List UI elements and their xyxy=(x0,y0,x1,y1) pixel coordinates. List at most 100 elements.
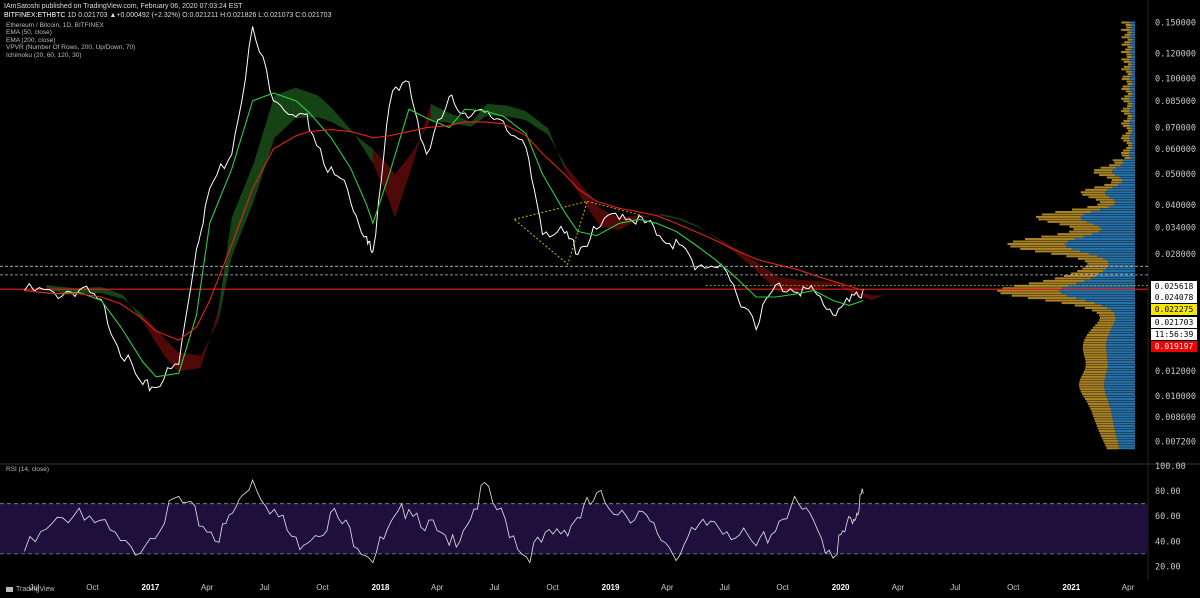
ichimoku-cloud-segment xyxy=(871,295,886,300)
vpvr-bar-down xyxy=(1088,196,1110,199)
vpvr-bar-up xyxy=(1106,267,1135,270)
vpvr-bar-up xyxy=(1131,83,1135,86)
vpvr-bar-down xyxy=(1082,193,1106,196)
vpvr-bar-up xyxy=(1112,415,1135,418)
x-tick-label: Jul xyxy=(950,583,960,592)
x-tick-label: Apr xyxy=(1122,583,1135,592)
ichimoku-cloud-segment xyxy=(353,132,373,164)
vpvr-bar-up xyxy=(1111,412,1135,415)
vpvr-bar-down xyxy=(1123,149,1131,152)
vpvr-bar-down xyxy=(1127,83,1132,86)
vpvr-bar-up xyxy=(1131,105,1135,108)
vpvr-bar-up xyxy=(1110,329,1135,332)
vpvr-bar-down xyxy=(1082,373,1107,376)
y-tick-label: 0.040000 xyxy=(1155,201,1196,211)
vpvr-bar-down xyxy=(1082,267,1107,270)
legend-ichimoku[interactable]: Ichimoku (20, 60, 120, 30) xyxy=(6,51,82,59)
price-tag-countdown: 11:56:39 xyxy=(1151,329,1197,340)
vpvr-bar-up xyxy=(1130,156,1135,159)
ichimoku-cloud-segment xyxy=(178,352,201,372)
vpvr-bar-up xyxy=(1084,279,1135,282)
vpvr-bar-down xyxy=(1063,274,1096,278)
vpvr-bar-down xyxy=(1126,26,1132,29)
vpvr-bar-down xyxy=(1084,338,1108,341)
vpvr-bar-down xyxy=(1121,78,1130,81)
vpvr-bar-up xyxy=(1071,247,1135,250)
vpvr-bar-up xyxy=(1131,102,1135,105)
ichimoku-cloud-segment xyxy=(388,166,395,218)
rsi-legend[interactable]: RSI (14, close) xyxy=(6,466,49,473)
legend-vpvr[interactable]: VPVR (Number Of Rows, 200, Up/Down, 70) xyxy=(6,44,136,52)
author-line: IAmSatoshi published on TradingView.com,… xyxy=(4,3,243,10)
vpvr-bar-up xyxy=(1091,210,1135,214)
vpvr-bar-down xyxy=(1051,252,1089,255)
vpvr-bar-up xyxy=(1122,159,1135,162)
vpvr-bar-down xyxy=(1127,114,1133,118)
x-tick-label: Apr xyxy=(431,583,444,592)
vpvr-bar-down xyxy=(1099,432,1116,435)
vpvr-bar-down xyxy=(1085,188,1108,191)
vpvr-bar-up xyxy=(1111,410,1135,413)
y-tick-label: 0.007200 xyxy=(1155,437,1196,447)
legend-ema200[interactable]: EMA (200, close) xyxy=(6,36,56,44)
vpvr-bar-down xyxy=(1121,151,1130,154)
vpvr-bar-up xyxy=(1106,395,1135,398)
vpvr-bar-up xyxy=(1130,124,1135,127)
vpvr-bar-up xyxy=(1130,60,1135,63)
vpvr-bar-down xyxy=(1099,174,1116,177)
price-tag-white-1: 0.025618 xyxy=(1151,281,1197,292)
vpvr-bar-up xyxy=(1109,331,1135,334)
vpvr-bar-up xyxy=(1059,289,1135,292)
vpvr-bar-up xyxy=(1111,326,1135,329)
ichimoku-cloud-segment xyxy=(755,261,779,292)
ichimoku-cloud-segment xyxy=(564,163,587,207)
vpvr-bar-down xyxy=(1111,178,1123,182)
vpvr-bar-down xyxy=(1121,122,1130,125)
vpvr-bar-down xyxy=(1127,144,1133,147)
x-tick-label: 2019 xyxy=(602,583,620,592)
vpvr-bar-down xyxy=(1082,348,1107,351)
vpvr-bar-down xyxy=(1126,80,1132,83)
vpvr-bar-down xyxy=(1095,198,1114,201)
vpvr-bar-up xyxy=(1129,43,1135,46)
vpvr-bar-up xyxy=(1104,383,1135,386)
vpvr-bar-up xyxy=(1106,341,1135,344)
vpvr-bar-down xyxy=(1087,262,1109,265)
vpvr-bar-up xyxy=(1115,432,1135,435)
legend-title[interactable]: Ethereum / Bitcoin, 1D, BITFINEX xyxy=(6,22,104,29)
vpvr-bar-down xyxy=(1124,156,1131,159)
vpvr-bar-down xyxy=(1096,311,1114,314)
vpvr-bar-down xyxy=(1007,242,1065,246)
vpvr-bar-down xyxy=(1092,309,1112,312)
ichimoku-cloud-segment xyxy=(641,213,661,218)
vpvr-bar-up xyxy=(1129,134,1135,137)
vpvr-bar-up xyxy=(1129,21,1135,24)
vpvr-bar-up xyxy=(1095,274,1135,278)
ichimoku-cloud-segment xyxy=(394,153,412,218)
triangle-extension xyxy=(587,200,643,217)
price-tag-yellow: 0.022275 xyxy=(1151,304,1197,315)
vpvr-bar-up xyxy=(1132,129,1135,132)
vpvr-bar-down xyxy=(1127,38,1133,41)
quote: 1D 0.021703 ▲+0.000492 (+2.32%) O:0.0212… xyxy=(67,12,332,19)
x-tick-label: Apr xyxy=(661,583,674,592)
vpvr-bar-down xyxy=(1079,385,1105,388)
vpvr-bar-up xyxy=(1131,90,1135,93)
vpvr-bar-up xyxy=(1107,368,1135,371)
vpvr-bar-down xyxy=(1127,73,1132,76)
vpvr-bar-up xyxy=(1130,95,1135,98)
y-tick-label: 0.028000 xyxy=(1155,250,1196,260)
ichimoku-cloud-segment xyxy=(411,103,431,169)
vpvr-bar-up xyxy=(1106,351,1135,354)
vpvr-bar-up xyxy=(1106,348,1135,351)
brand-label: TradingView xyxy=(16,586,55,593)
vpvr-bar-up xyxy=(1080,215,1135,218)
vpvr-bar-up xyxy=(1130,107,1135,110)
x-tick-label: Oct xyxy=(546,583,559,592)
vpvr-bar-up xyxy=(1064,242,1135,246)
vpvr-bar-down xyxy=(1083,353,1107,356)
legend-ema50[interactable]: EMA (50, close) xyxy=(6,29,52,37)
ichimoku-cloud-segment xyxy=(599,208,619,231)
y-tick-label: 0.100000 xyxy=(1155,74,1196,84)
